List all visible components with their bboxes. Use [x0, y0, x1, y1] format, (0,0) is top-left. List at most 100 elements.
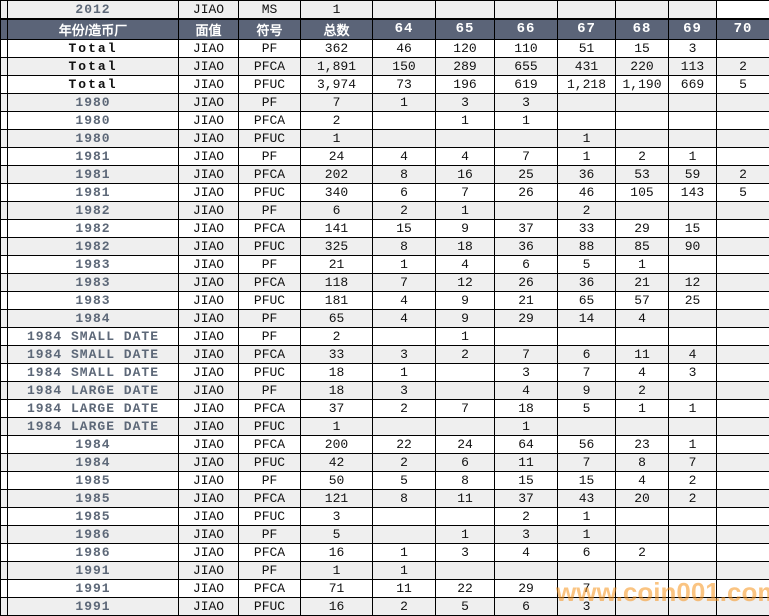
- grade-count-cell: [668, 92, 717, 112]
- table-row: 1985 JIAO PFUC 3 2 1: [0, 506, 769, 526]
- denomination-cell: JIAO: [178, 542, 239, 562]
- grade-count-cell: [668, 560, 717, 580]
- total-cell: 1: [300, 416, 373, 436]
- grade-count-cell: [615, 416, 669, 436]
- total-cell: 181: [300, 290, 373, 310]
- row-gutter: [0, 434, 8, 454]
- grade-count-cell: 2: [372, 398, 436, 418]
- grade-count-cell: [716, 254, 769, 274]
- grade-count-cell: 4: [435, 146, 495, 166]
- table-row: 2012 JIAO MS 1: [0, 0, 769, 19]
- grade-count-cell: 5: [716, 74, 769, 94]
- grade-count-cell: [615, 524, 669, 544]
- grade-count-cell: 65: [557, 290, 616, 310]
- grade-count-cell: 2: [668, 470, 717, 490]
- column-header: 64: [372, 17, 436, 40]
- symbol-cell: PF: [238, 308, 301, 328]
- year-cell: 1984 SMALL DATE: [7, 326, 179, 346]
- year-cell: 1984: [7, 452, 179, 472]
- table-row: Total JIAO PFCA 1,891 150 289 655 431 220 113 2: [0, 56, 769, 76]
- grade-count-cell: 1: [668, 146, 717, 166]
- grade-count-cell: [615, 110, 669, 130]
- symbol-cell: PFUC: [238, 416, 301, 436]
- grade-count-cell: 8: [435, 470, 495, 490]
- symbol-cell: PF: [238, 524, 301, 544]
- grade-count-cell: 29: [615, 218, 669, 238]
- grade-count-cell: [716, 344, 769, 364]
- grade-count-cell: 4: [615, 308, 669, 328]
- grade-count-cell: 2: [716, 56, 769, 76]
- row-gutter: [0, 74, 8, 94]
- grade-count-cell: 3: [435, 92, 495, 112]
- year-cell: 1981: [7, 146, 179, 166]
- grade-count-cell: [668, 308, 717, 328]
- grade-count-cell: 36: [494, 236, 558, 256]
- grade-count-cell: [615, 506, 669, 526]
- symbol-cell: PF: [238, 470, 301, 490]
- symbol-cell: PF: [238, 92, 301, 112]
- denomination-cell: JIAO: [178, 38, 239, 58]
- grade-count-cell: 15: [668, 218, 717, 238]
- grade-count-cell: [372, 128, 436, 148]
- grade-count-cell: 25: [668, 290, 717, 310]
- table-row: 1984 LARGE DATE JIAO PFUC 1 1: [0, 416, 769, 436]
- grade-count-cell: 37: [494, 488, 558, 508]
- grade-count-cell: 29: [494, 308, 558, 328]
- table-row: 1980 JIAO PFUC 1 1: [0, 128, 769, 148]
- symbol-cell: PFCA: [238, 218, 301, 238]
- table-row: 1983 JIAO PFUC 181 4 9 21 65 57 25: [0, 290, 769, 310]
- grade-count-cell: 6: [494, 596, 558, 616]
- denomination-cell: JIAO: [178, 452, 239, 472]
- symbol-cell: PF: [238, 560, 301, 580]
- symbol-cell: PF: [238, 38, 301, 58]
- grade-count-cell: 22: [372, 434, 436, 454]
- grade-count-cell: 21: [615, 272, 669, 292]
- year-cell: 1983: [7, 290, 179, 310]
- grade-count-cell: [716, 398, 769, 418]
- grade-count-cell: 26: [494, 272, 558, 292]
- grade-count-cell: 3: [557, 596, 616, 616]
- grade-count-cell: 120: [435, 38, 495, 58]
- total-cell: 1: [300, 128, 373, 148]
- grade-count-cell: 3: [494, 92, 558, 112]
- row-gutter: [0, 344, 8, 364]
- grade-count-cell: 7: [557, 578, 616, 598]
- denomination-cell: JIAO: [178, 200, 239, 220]
- grade-count-cell: 9: [435, 308, 495, 328]
- grade-count-cell: 59: [668, 164, 717, 184]
- year-cell: 1991: [7, 578, 179, 598]
- grade-count-cell: 2: [372, 452, 436, 472]
- grade-count-cell: [668, 596, 717, 616]
- row-gutter: [0, 254, 8, 274]
- year-cell: 1980: [7, 92, 179, 112]
- grade-count-cell: 29: [494, 578, 558, 598]
- year-cell: 1983: [7, 272, 179, 292]
- grade-count-cell: 22: [435, 578, 495, 598]
- row-gutter: [0, 272, 8, 292]
- grade-count-cell: 23: [615, 434, 669, 454]
- year-cell: 1980: [7, 110, 179, 130]
- table-row: 1984 JIAO PF 65 4 9 29 14 4: [0, 308, 769, 328]
- grade-count-cell: 11: [494, 452, 558, 472]
- grade-count-cell: 655: [494, 56, 558, 76]
- total-cell: 2: [300, 110, 373, 130]
- grade-count-cell: [557, 560, 616, 580]
- year-cell: 1984 SMALL DATE: [7, 344, 179, 364]
- grade-count-cell: 43: [557, 488, 616, 508]
- symbol-cell: PFUC: [238, 74, 301, 94]
- grade-count-cell: 2: [435, 344, 495, 364]
- grade-count-cell: 1: [615, 398, 669, 418]
- symbol-cell: PF: [238, 200, 301, 220]
- grade-count-cell: [716, 380, 769, 400]
- row-gutter: [0, 488, 8, 508]
- grade-count-cell: [716, 506, 769, 526]
- denomination-cell: JIAO: [178, 182, 239, 202]
- grade-count-cell: 7: [435, 398, 495, 418]
- grade-count-cell: [557, 326, 616, 346]
- table-row: 1991 JIAO PFUC 16 2 5 6 3: [0, 596, 769, 616]
- total-cell: 65: [300, 308, 373, 328]
- row-gutter: [0, 308, 8, 328]
- grade-count-cell: 3: [668, 38, 717, 58]
- total-cell: 5: [300, 524, 373, 544]
